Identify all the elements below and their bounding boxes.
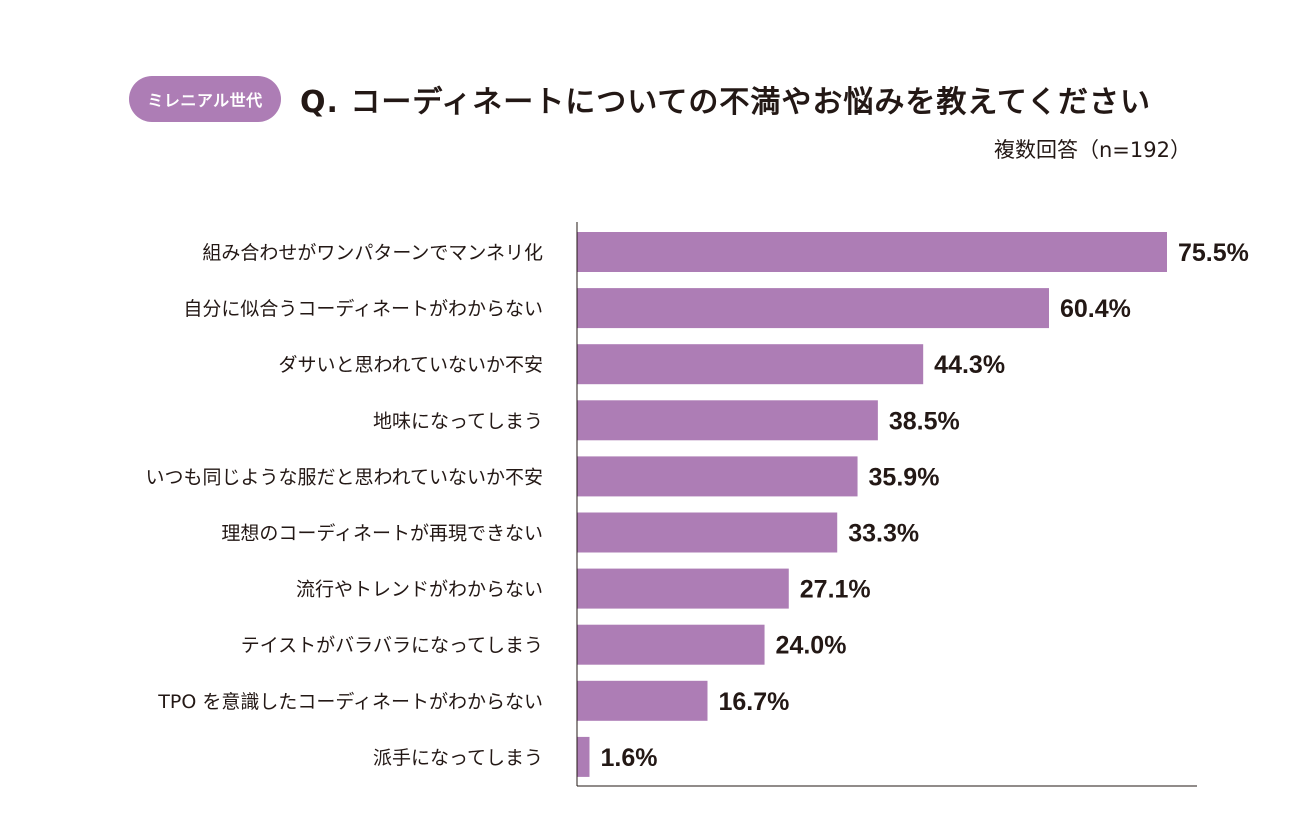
- category-label: 地味になってしまう: [373, 410, 543, 432]
- bar: [577, 456, 858, 497]
- value-label: 27.1%: [800, 576, 871, 604]
- category-label: TPO を意識したコーディネートがわからない: [157, 691, 543, 713]
- category-label: テイストがバラバラになってしまう: [241, 635, 543, 657]
- bar: [577, 400, 878, 441]
- bar: [577, 736, 590, 777]
- value-label: 38.5%: [889, 407, 960, 435]
- value-label: 33.3%: [848, 520, 919, 548]
- bar: [577, 680, 708, 721]
- value-label: 24.0%: [776, 632, 847, 660]
- bars-group: 組み合わせがワンパターンでマンネリ化 75.5% 自分に似合うコーディネートがわから…: [146, 232, 1249, 777]
- category-label: 派手になってしまう: [373, 747, 543, 769]
- bar: [577, 344, 924, 385]
- value-label: 44.3%: [934, 351, 1005, 379]
- bar: [577, 288, 1049, 329]
- category-label: 組み合わせがワンパターンでマンネリ化: [202, 242, 543, 264]
- category-label: いつも同じような服だと思われていないか不安: [146, 466, 543, 488]
- value-label: 60.4%: [1060, 295, 1131, 323]
- category-label: 理想のコーディネートが再現できない: [221, 523, 543, 545]
- response-note: 複数回答（n=192）: [994, 138, 1191, 162]
- category-label: 流行やトレンドがわからない: [296, 579, 543, 601]
- bar: [577, 624, 765, 665]
- value-label: 1.6%: [601, 744, 658, 772]
- bar: [577, 568, 789, 609]
- value-label: 75.5%: [1178, 239, 1249, 267]
- segment-badge: ミレニアル世代: [129, 76, 281, 122]
- bar: [577, 512, 838, 553]
- chart-title: Q. コーディネートについての不満やお悩みを教えてください: [300, 85, 1151, 120]
- axis-group: [576, 222, 1197, 787]
- category-label: 自分に似合うコーディネートがわからない: [183, 298, 543, 320]
- bar: [577, 232, 1167, 272]
- value-label: 35.9%: [869, 463, 940, 491]
- category-label: ダサいと思われていないか不安: [279, 354, 543, 376]
- value-label: 16.7%: [719, 688, 790, 716]
